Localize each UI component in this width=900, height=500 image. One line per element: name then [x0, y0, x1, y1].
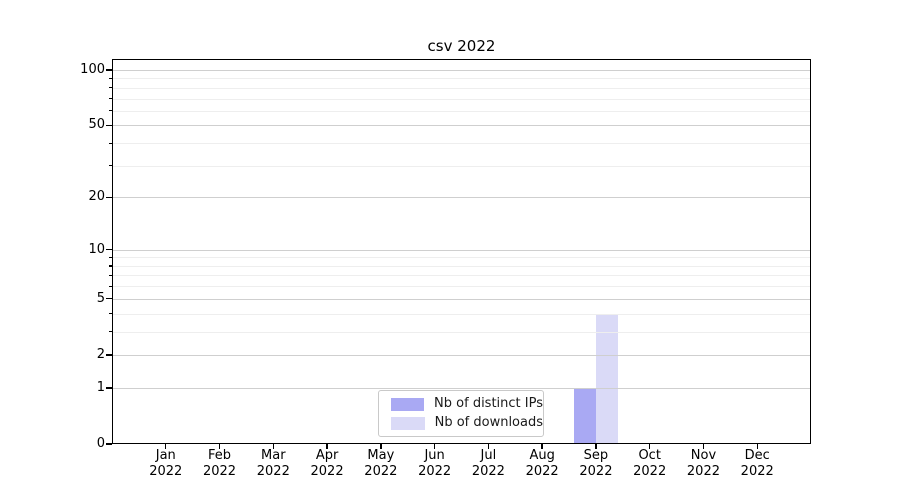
y-minor-tick-mark [109, 331, 112, 333]
x-tick-mark [165, 444, 167, 449]
legend: Nb of distinct IPs Nb of downloads [378, 390, 544, 437]
x-tick-mark [218, 444, 221, 449]
legend-item: Nb of downloads [391, 415, 543, 431]
plot-area [112, 59, 811, 444]
y-tick-label: 5 [96, 290, 105, 306]
y-minor-tick-mark [109, 256, 112, 258]
legend-label: Nb of distinct IPs [434, 396, 543, 411]
x-tick-label: Feb 2022 [202, 448, 237, 479]
legend-swatch-nb-of-distinct-ips [391, 397, 425, 411]
x-tick-mark [326, 444, 328, 449]
gridline-minor [112, 165, 811, 167]
gridline-minor [112, 110, 811, 112]
gridline-minor [112, 265, 811, 267]
y-minor-tick-mark [109, 285, 112, 287]
x-tick-label: Apr 2022 [310, 448, 344, 479]
gridline-major [112, 249, 811, 251]
gridline-major [112, 70, 811, 71]
y-tick-mark [106, 69, 112, 71]
x-tick-label: Oct 2022 [633, 448, 667, 479]
y-minor-tick-mark [109, 110, 112, 112]
gridline-minor [112, 98, 811, 100]
gridline-minor [112, 331, 811, 333]
y-tick-mark [106, 354, 112, 356]
gridline-minor [112, 257, 811, 259]
y-tick-mark [106, 298, 112, 300]
x-tick-mark [433, 444, 436, 449]
y-tick-label: 0 [96, 436, 105, 451]
gridline-minor [112, 286, 811, 288]
y-tick-label: 20 [88, 189, 105, 205]
y-minor-tick-mark [109, 87, 112, 89]
x-tick-mark [272, 444, 274, 449]
y-tick-label: 1 [96, 379, 105, 395]
y-tick-mark [106, 196, 112, 198]
x-tick-label: Mar 2022 [256, 448, 290, 479]
y-minor-tick-mark [109, 98, 112, 100]
y-minor-tick-mark [109, 77, 112, 80]
y-tick-mark [106, 124, 112, 127]
legend-item: Nb of distinct IPs [391, 396, 543, 412]
y-minor-tick-mark [109, 265, 112, 267]
x-tick-label: Jan 2022 [149, 448, 183, 479]
x-tick-mark [702, 444, 705, 449]
x-tick-mark [487, 444, 490, 449]
x-tick-label: Nov 2022 [686, 448, 720, 479]
x-tick-label: Jun 2022 [418, 448, 452, 479]
y-tick-mark [106, 443, 112, 445]
y-minor-tick-mark [109, 313, 112, 315]
x-tick-mark [756, 444, 758, 449]
x-tick-mark [380, 444, 382, 449]
y-tick-label: 2 [96, 346, 105, 362]
y-tick-label: 50 [88, 117, 105, 133]
y-tick-mark [106, 248, 112, 251]
x-tick-label: Dec 2022 [740, 448, 774, 479]
bar-nb-of-downloads [595, 313, 618, 444]
x-tick-label: May 2022 [364, 448, 398, 479]
x-tick-mark [541, 444, 543, 449]
gridline-major [112, 298, 811, 300]
y-minor-tick-mark [109, 274, 112, 277]
y-tick-mark [106, 387, 112, 389]
gridline-minor [112, 78, 811, 80]
gridline-major [112, 387, 811, 389]
legend-swatch-nb-of-downloads [391, 416, 425, 430]
gridline-major [112, 354, 811, 356]
y-tick-label: 10 [88, 241, 105, 257]
y-minor-tick-mark [109, 142, 112, 144]
chart-title: csv 2022 [427, 37, 496, 55]
gridline-major [112, 125, 811, 127]
x-tick-label: Aug 2022 [525, 448, 559, 479]
gridline-minor [112, 313, 811, 315]
legend-label: Nb of downloads [434, 415, 543, 430]
gridline-major [112, 197, 811, 199]
x-tick-label: Sep 2022 [579, 448, 613, 479]
y-minor-tick-mark [109, 165, 112, 167]
gridline-minor [112, 275, 811, 277]
gridline-minor [112, 143, 811, 145]
y-tick-label: 100 [80, 62, 105, 77]
bar-nb-of-distinct-ips [573, 387, 596, 444]
gridline-minor [112, 87, 811, 89]
x-tick-label: Jul 2022 [471, 448, 505, 479]
x-tick-mark [595, 444, 597, 449]
x-tick-mark [648, 444, 651, 449]
